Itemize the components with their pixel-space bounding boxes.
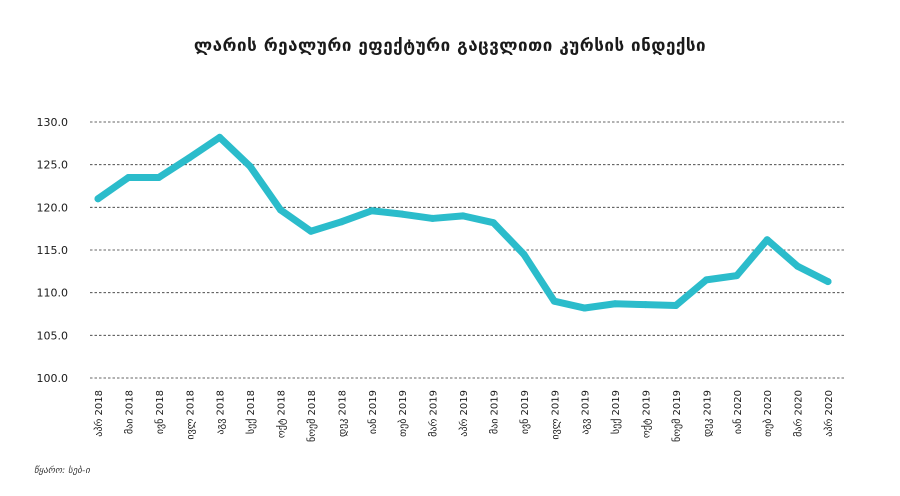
x-tick-label: ნოემ 2019 bbox=[671, 390, 683, 442]
data-point bbox=[489, 219, 497, 227]
data-point bbox=[155, 173, 163, 181]
x-tick-label: ივნ 2019 bbox=[519, 390, 531, 434]
x-tick-label: მაი 2018 bbox=[123, 390, 135, 434]
data-point bbox=[185, 154, 193, 162]
data-point bbox=[94, 195, 102, 203]
data-point bbox=[763, 236, 771, 244]
x-tick-label: ოქტ 2019 bbox=[641, 390, 653, 438]
y-tick-label: 105.0 bbox=[37, 329, 69, 342]
x-tick-label: სექ 2019 bbox=[610, 390, 622, 434]
x-tick-label: სექ 2018 bbox=[245, 390, 257, 434]
source-note: წყარო: სებ-ი bbox=[34, 466, 90, 476]
x-tick-label: თებ 2019 bbox=[397, 390, 409, 437]
data-point bbox=[277, 206, 284, 214]
data-point bbox=[307, 227, 315, 235]
y-tick-label: 120.0 bbox=[37, 201, 69, 214]
data-point bbox=[611, 300, 619, 308]
x-tick-label: აპრ 2019 bbox=[458, 390, 470, 437]
data-point bbox=[642, 301, 649, 309]
data-point bbox=[459, 212, 467, 220]
y-tick-label: 100.0 bbox=[37, 372, 69, 385]
x-tick-label: ივლ 2018 bbox=[185, 390, 196, 440]
data-point bbox=[733, 272, 741, 280]
x-tick-label: ივლ 2019 bbox=[550, 390, 561, 440]
data-point bbox=[216, 133, 224, 141]
x-tick-label: აგვ 2019 bbox=[581, 390, 592, 435]
x-tick-labels: აპრ 2018 მაი 2018 ივნ 2018 ივლ 2018 აგვ 2018… bbox=[93, 390, 835, 442]
data-point bbox=[124, 173, 132, 181]
data-point bbox=[368, 207, 376, 215]
y-tick-label: 110.0 bbox=[37, 287, 69, 300]
x-tick-label: იან 2020 bbox=[732, 390, 744, 434]
data-point bbox=[246, 162, 254, 170]
x-tick-label: მაი 2019 bbox=[488, 390, 500, 434]
x-tick-label: აგვ 2018 bbox=[216, 390, 227, 435]
series-line-path bbox=[94, 133, 832, 312]
x-tick-label: თებ 2020 bbox=[762, 390, 774, 437]
y-tick-label: 115.0 bbox=[37, 244, 69, 257]
data-point bbox=[429, 214, 437, 222]
y-tick-label: 130.0 bbox=[37, 116, 69, 129]
gridlines bbox=[90, 121, 846, 379]
y-tick-label: 125.0 bbox=[37, 159, 69, 172]
data-point bbox=[337, 218, 345, 226]
data-point bbox=[702, 276, 710, 284]
x-tick-label: მარ 2020 bbox=[793, 390, 805, 437]
x-tick-label: დეკ 2018 bbox=[337, 390, 348, 437]
x-tick-label: დეკ 2019 bbox=[702, 390, 713, 437]
data-point bbox=[550, 297, 558, 305]
data-point bbox=[672, 301, 680, 309]
x-tick-label: აპრ 2020 bbox=[823, 390, 835, 437]
x-tick-label: ივნ 2018 bbox=[154, 390, 166, 434]
x-tick-label: მარ 2019 bbox=[428, 390, 440, 437]
chart-title: ლარის რეალური ეფექტური გაცვლითი კურსის ი… bbox=[193, 36, 707, 56]
data-point bbox=[520, 250, 528, 258]
x-tick-label: აპრ 2018 bbox=[93, 390, 105, 437]
x-tick-label: ოქტ 2018 bbox=[276, 390, 288, 438]
series-line bbox=[94, 133, 832, 312]
x-tick-label: იან 2019 bbox=[367, 390, 379, 434]
data-point bbox=[398, 210, 406, 218]
data-point bbox=[824, 278, 832, 286]
x-tick-label: ნოემ 2018 bbox=[306, 390, 318, 442]
data-point bbox=[794, 262, 802, 270]
y-tick-labels: 130.0 125.0 120.0 115.0 110.0 105.0 100.0 bbox=[37, 116, 69, 385]
data-point bbox=[581, 304, 589, 312]
